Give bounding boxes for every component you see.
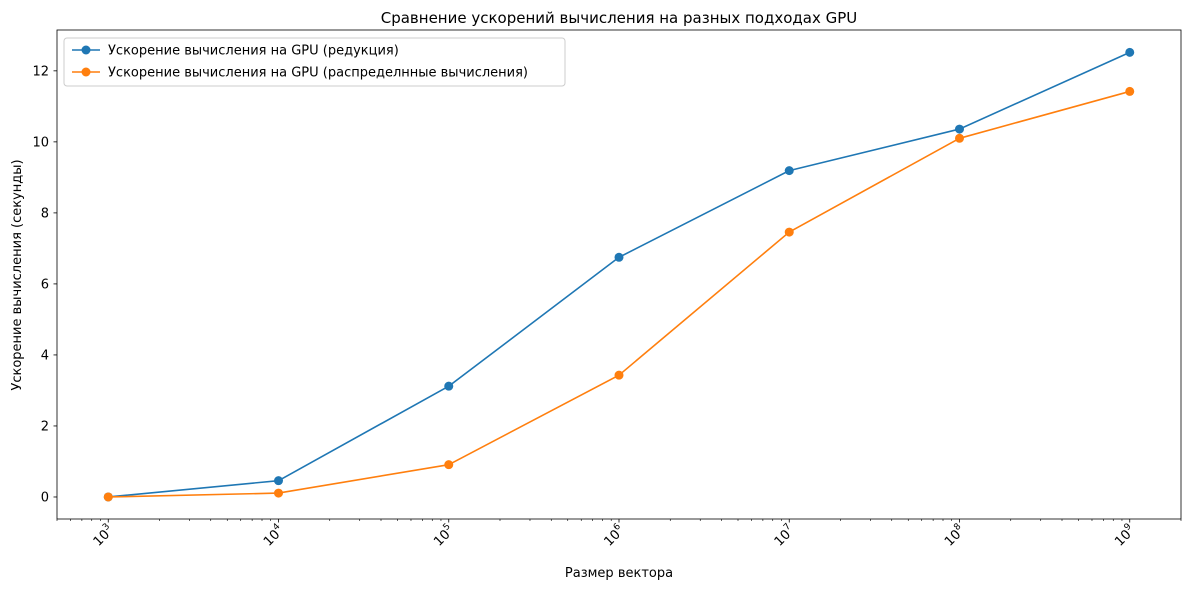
y-tick-label: 0 <box>41 490 49 505</box>
series-2-point <box>103 492 113 502</box>
y-tick-label: 12 <box>32 64 49 79</box>
y-tick-label: 2 <box>41 419 49 434</box>
x-tick-label: 106 <box>600 522 628 550</box>
chart-title: Сравнение ускорений вычисления на разных… <box>381 9 858 27</box>
x-tick-label: 108 <box>941 522 969 550</box>
x-tick-label: 103 <box>89 522 117 550</box>
legend-label-2: Ускорение вычисления на GPU (распределнн… <box>108 66 528 81</box>
series-2-point <box>954 133 964 143</box>
x-tick-label: 109 <box>1111 522 1139 550</box>
plot-area <box>57 30 1181 519</box>
x-tick-label-exponent: 4 <box>271 522 282 533</box>
x-tick-label: 104 <box>260 522 288 550</box>
y-tick-label: 10 <box>32 135 49 150</box>
legend-label-1: Ускорение вычисления на GPU (редукция) <box>108 44 399 59</box>
series-1-point <box>274 476 284 486</box>
x-tick-label-exponent: 8 <box>952 522 963 533</box>
series-2-point <box>274 488 284 498</box>
series-1-point <box>1125 47 1135 57</box>
legend-box <box>63 37 566 87</box>
series-2-point <box>1125 86 1135 96</box>
series-1-point <box>784 166 794 176</box>
series-1-point <box>444 381 454 391</box>
x-axis-label: Размер вектора <box>565 566 673 581</box>
x-tick-label-exponent: 5 <box>442 522 453 533</box>
x-tick-label-exponent: 6 <box>612 522 623 533</box>
series-1-point <box>614 252 624 262</box>
legend: Ускорение вычисления на GPU (редукция) Ус… <box>63 37 566 87</box>
series-layer <box>103 47 1135 502</box>
y-tick-label: 8 <box>41 206 49 221</box>
x-tick-label: 105 <box>430 522 458 550</box>
x-tick-label-exponent: 9 <box>1123 522 1134 533</box>
y-axis-label: Ускорение вычисления (секунды) <box>10 159 25 390</box>
series-1-point <box>954 124 964 134</box>
series-2-point <box>444 460 454 470</box>
series-2-point <box>614 370 624 380</box>
x-tick-label-exponent: 3 <box>101 522 112 533</box>
y-tick-label: 6 <box>41 277 49 292</box>
legend-marker-1 <box>81 45 91 55</box>
legend-marker-2 <box>81 67 91 77</box>
x-tick-label-exponent: 7 <box>782 522 793 533</box>
x-tick-label: 107 <box>770 522 798 550</box>
y-tick-label: 4 <box>41 348 49 363</box>
series-2-point <box>784 227 794 237</box>
